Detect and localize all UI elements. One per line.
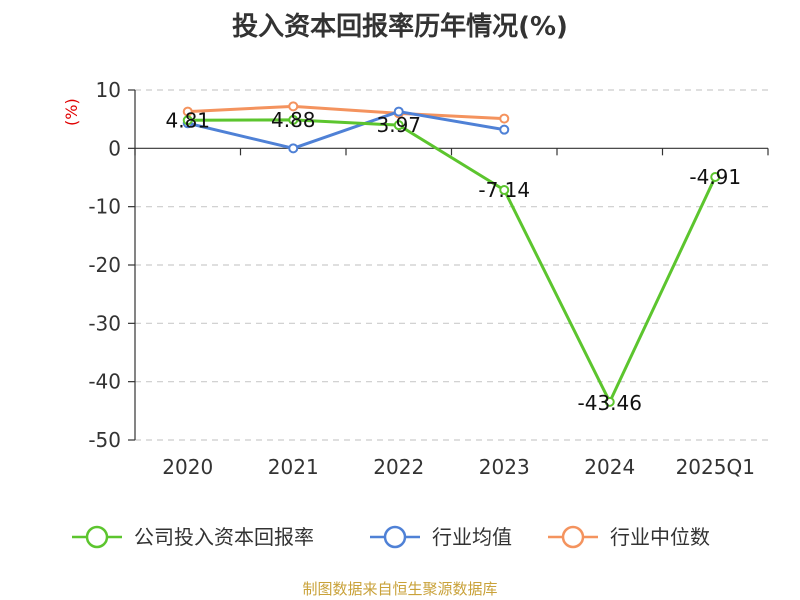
data-point [288,143,299,154]
data-label: -4.91 [689,165,741,189]
data-point [288,114,299,125]
legend-label: 行业中位数 [610,525,710,549]
x-tick-label: 2022 [373,455,424,479]
source-note: 制图数据来自恒生聚源数据库 [302,580,498,598]
data-point [288,101,299,112]
y-tick-label: -30 [88,311,121,335]
y-tick-label: -20 [88,253,121,277]
series-line [187,118,717,404]
x-tick-label: 2020 [162,455,213,479]
data-point [393,106,404,117]
data-point [182,115,193,126]
chart-title: 投入资本回报率历年情况(%) [232,12,568,42]
data-point [710,171,721,182]
legend-marker [561,525,585,549]
legend-label: 行业均值 [432,525,512,549]
x-tick-label: 2021 [268,455,319,479]
data-label: -43.46 [578,391,642,415]
y-tick-label: -40 [88,370,121,394]
y-tick-label: -10 [88,195,121,219]
data-point [499,184,510,195]
y-tick-label: -50 [88,428,121,452]
data-label: -7.14 [478,178,530,202]
legend-marker [85,525,109,549]
data-point [604,396,615,407]
x-tick-label: 2025Q1 [676,455,755,479]
data-label: 4.81 [165,108,210,132]
legend-label: 公司投入资本回报率 [134,525,314,549]
legend-marker [383,525,407,549]
data-point [393,120,404,131]
data-label: 3.97 [376,113,421,137]
data-point [499,113,510,124]
y-tick-label: 0 [108,136,121,160]
x-tick-label: 2023 [479,455,530,479]
x-tick-label: 2024 [584,455,635,479]
data-point [499,124,510,135]
y-tick-label: 10 [96,78,121,102]
series-line [187,104,505,121]
series-line [187,110,505,150]
data-label: 4.88 [271,108,316,132]
